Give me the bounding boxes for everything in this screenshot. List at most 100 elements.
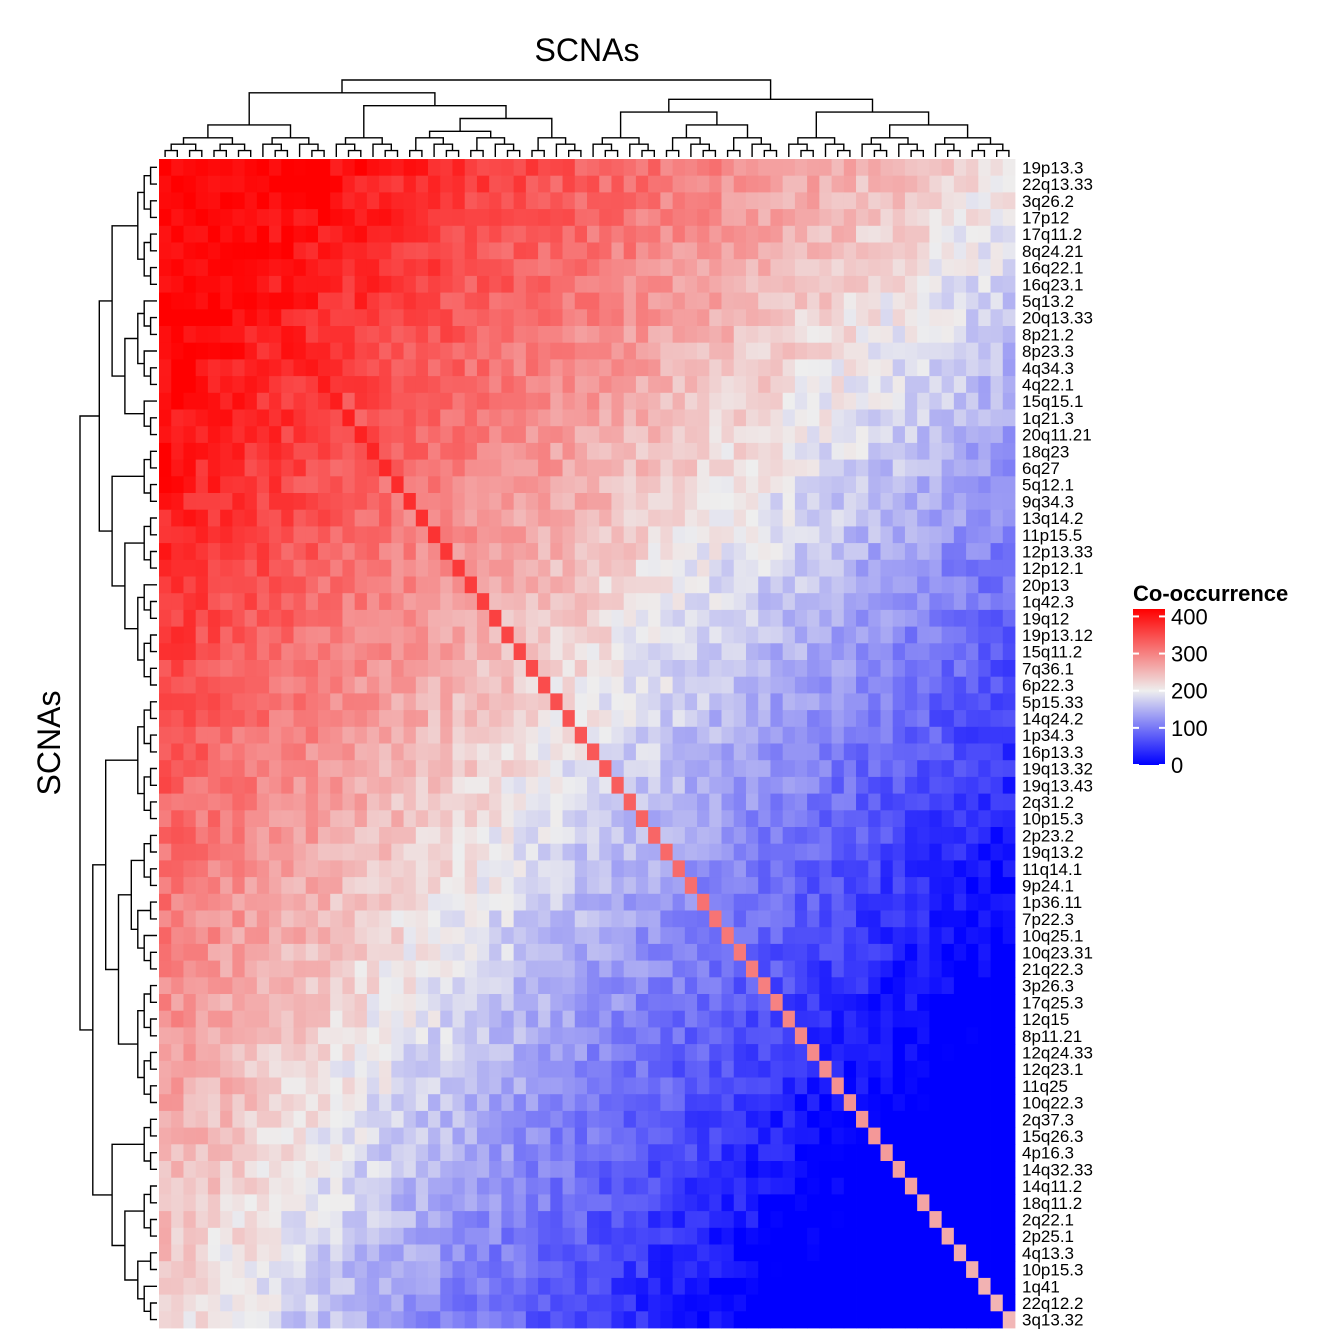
heatmap-cell: [171, 943, 184, 961]
heatmap-cell: [599, 810, 612, 828]
heatmap-cell: [440, 843, 453, 861]
heatmap-cell: [660, 159, 673, 177]
heatmap-cell: [660, 292, 673, 310]
dendrogram-branch: [149, 901, 157, 920]
heatmap-cell: [195, 1127, 209, 1145]
heatmap-cell: [733, 1261, 747, 1279]
heatmap-cell: [917, 1060, 930, 1078]
heatmap-cell: [513, 392, 527, 410]
heatmap-cell: [758, 726, 771, 744]
heatmap-cell: [220, 994, 233, 1012]
heatmap-cell: [195, 1094, 209, 1112]
heatmap-cell: [574, 576, 588, 594]
heatmap-cell: [269, 192, 282, 210]
heatmap-cell: [354, 159, 368, 177]
heatmap-cell: [623, 1094, 637, 1112]
heatmap-cell: [538, 1227, 551, 1245]
heatmap-cell: [366, 1244, 380, 1262]
heatmap-cell: [440, 225, 453, 243]
heatmap-cell: [587, 576, 600, 594]
heatmap-cell: [476, 877, 490, 895]
heatmap-cell: [721, 192, 735, 210]
heatmap-cell: [611, 376, 625, 394]
heatmap-cell: [525, 493, 539, 511]
heatmap-cell: [587, 459, 600, 477]
heatmap-cell: [880, 827, 894, 845]
heatmap-cell: [904, 960, 918, 978]
heatmap-cell: [232, 593, 245, 611]
heatmap-cell: [476, 843, 490, 861]
heatmap-cell: [538, 810, 551, 828]
heatmap-cell: [379, 1110, 392, 1128]
heatmap-cell: [171, 893, 184, 911]
heatmap-cell: [611, 927, 625, 945]
heatmap-cell: [452, 576, 466, 594]
heatmap-cell: [758, 760, 771, 778]
heatmap-cell: [990, 977, 1004, 995]
heatmap-cell: [684, 242, 698, 260]
heatmap-cell: [990, 760, 1004, 778]
heatmap-cell: [330, 843, 343, 861]
heatmap-cell: [904, 793, 918, 811]
heatmap-cell: [501, 793, 515, 811]
heatmap-cell: [587, 1177, 600, 1195]
heatmap-cell: [342, 660, 356, 678]
heatmap-cell: [305, 376, 319, 394]
heatmap-cell: [379, 526, 392, 544]
heatmap-cell: [990, 877, 1004, 895]
heatmap-cell: [256, 1261, 270, 1279]
heatmap-cell: [892, 493, 906, 511]
heatmap-cell: [207, 159, 221, 177]
heatmap-cell: [648, 877, 661, 895]
heatmap-cell: [660, 626, 673, 644]
heatmap-cell: [574, 1044, 588, 1062]
heatmap-cell: [317, 493, 331, 511]
heatmap-cell: [183, 760, 197, 778]
heatmap-cell: [929, 726, 943, 744]
heatmap-cell: [562, 760, 576, 778]
heatmap-cell: [758, 459, 771, 477]
heatmap-cell: [599, 392, 612, 410]
heatmap-cell: [550, 1060, 563, 1078]
heatmap-cell: [1002, 559, 1016, 577]
heatmap-cell: [770, 877, 784, 895]
heatmap-cell: [354, 626, 368, 644]
heatmap-cell: [856, 192, 869, 210]
heatmap-cell: [391, 1094, 404, 1112]
heatmap-cell: [917, 1027, 930, 1045]
heatmap-cell: [159, 459, 172, 477]
heatmap-cell: [183, 1110, 197, 1128]
heatmap-cell: [464, 1077, 478, 1095]
heatmap-cell: [904, 1177, 918, 1195]
heatmap-cell: [782, 559, 796, 577]
heatmap-cell: [758, 526, 771, 544]
heatmap-cell: [794, 726, 808, 744]
heatmap-cell: [880, 292, 894, 310]
heatmap-cell: [721, 509, 735, 527]
heatmap-cell: [660, 1277, 673, 1295]
heatmap-cell: [843, 493, 857, 511]
heatmap-cell: [207, 843, 221, 861]
heatmap-cell: [195, 810, 209, 828]
heatmap-cell: [574, 643, 588, 661]
heatmap-cell: [623, 1077, 637, 1095]
heatmap-cell: [733, 660, 747, 678]
heatmap-cell: [183, 1060, 197, 1078]
heatmap-cell: [440, 877, 453, 895]
heatmap-cell: [684, 943, 698, 961]
heatmap-cell: [892, 710, 906, 728]
heatmap-cell: [220, 827, 233, 845]
heatmap-cell: [525, 526, 539, 544]
heatmap-cell: [538, 643, 551, 661]
heatmap-cell: [807, 927, 820, 945]
heatmap-cell: [525, 843, 539, 861]
heatmap-cell: [782, 1227, 796, 1245]
heatmap-cell: [562, 442, 576, 460]
heatmap-cell: [684, 526, 698, 544]
heatmap-cell: [379, 442, 392, 460]
heatmap-cell: [697, 910, 710, 928]
heatmap-cell: [868, 1244, 881, 1262]
heatmap-cell: [440, 1177, 453, 1195]
heatmap-cell: [232, 559, 245, 577]
heatmap-cell: [269, 1161, 282, 1179]
